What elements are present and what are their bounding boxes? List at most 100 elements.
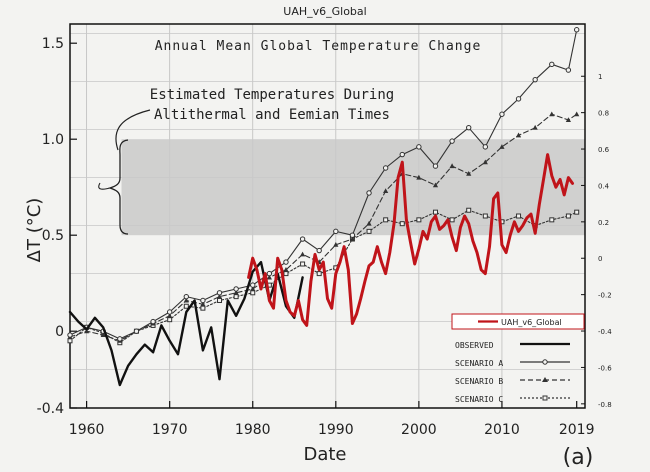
- axes: -0.4 0 0.5 1.0 1.5 1960 1970 1980 1990 2000 2010 20…: [37, 36, 613, 438]
- scenario-c-point: [300, 261, 306, 267]
- series-line-scenario-b: [69, 113, 578, 342]
- scenario-b-point: [466, 170, 472, 176]
- scenario-b-point: [383, 188, 389, 194]
- scenario-c-point: [366, 228, 372, 234]
- scenario-c-point: [316, 271, 322, 277]
- x-tick-label: 1980: [235, 422, 271, 438]
- scenario-b-point: [532, 124, 538, 130]
- scenario-b-point: [266, 274, 272, 280]
- scenario-c-point: [449, 217, 455, 223]
- scenario-b-point: [549, 111, 555, 117]
- plot-frame: [69, 23, 586, 409]
- x-axis-label: Date: [303, 444, 346, 465]
- scenario-b-point: [333, 242, 339, 247]
- y-tick-label: 0: [55, 324, 64, 340]
- panel-label: (a): [563, 445, 594, 470]
- scenario-a-point: [449, 138, 455, 144]
- scenario-a-point: [316, 247, 322, 254]
- right-tick-label: 0.8: [598, 110, 609, 118]
- scenario-c-point: [416, 217, 422, 223]
- scenario-b-point: [183, 297, 189, 303]
- scenario-a-point: [150, 318, 156, 325]
- scenario-a-point: [482, 144, 489, 150]
- series-layer: [67, 27, 580, 387]
- scenario-b-point: [449, 163, 455, 169]
- legend-uah: UAH_v6_Global: [451, 313, 585, 330]
- legend-uah-box: [451, 313, 585, 330]
- scenario-b-point: [366, 220, 372, 226]
- scenario-c-point: [549, 217, 555, 223]
- scenario-a-point: [216, 290, 223, 296]
- scenario-a-point: [549, 61, 555, 68]
- legend-scenario-a-label: SCENARIO A: [455, 359, 503, 368]
- scenario-a-point: [266, 270, 273, 277]
- scenario-a-point: [183, 293, 189, 300]
- scenario-c-point: [383, 217, 389, 223]
- scenario-b-point: [100, 332, 106, 338]
- scenario-b-point: [283, 266, 289, 272]
- x-tick-label: 1960: [69, 422, 105, 438]
- scenario-a-point: [349, 232, 356, 238]
- scenario-c-point: [183, 303, 189, 309]
- scenario-b-point: [216, 293, 223, 299]
- scenario-c-point: [516, 213, 522, 219]
- annotation-line-2: Altithermal and Eemian Times: [154, 107, 390, 123]
- scenario-a-point: [283, 259, 289, 265]
- scenario-c-point: [574, 209, 580, 215]
- right-tick-label: 0.4: [598, 182, 610, 190]
- scenario-c-point: [565, 213, 571, 219]
- scenario-b-point: [167, 313, 173, 318]
- scenario-a-point: [499, 111, 505, 117]
- legend-scenario-a-marker: [542, 359, 548, 365]
- y-tick-label: 0.5: [42, 228, 64, 244]
- scenario-a-point: [515, 96, 522, 102]
- scenario-a-point: [416, 144, 422, 150]
- scenario-b-point: [482, 159, 488, 165]
- scenario-b-point: [432, 182, 439, 188]
- right-tick-label: 1: [598, 73, 602, 81]
- scenario-c-point: [67, 338, 73, 344]
- scenario-b-point: [84, 328, 90, 334]
- scenario-a-point: [399, 151, 405, 158]
- x-tick-label: 1970: [152, 422, 188, 438]
- scenario-a-point: [117, 336, 123, 342]
- scenario-a-point: [200, 297, 206, 304]
- scenario-c-point: [250, 290, 256, 296]
- y-axis-label: ΔT (°C): [24, 198, 45, 263]
- legend-scenario-b-marker: [542, 377, 548, 382]
- scenario-a-point: [532, 76, 538, 83]
- y-tick-label: -0.4: [37, 401, 64, 417]
- legend-scenario-c-marker: [542, 395, 548, 401]
- right-tick-label: -0.8: [598, 401, 612, 409]
- y-tick-label: 1.0: [42, 132, 64, 148]
- legend: OBSERVED SCENARIO A SCENARIO B SCENARIO …: [455, 341, 570, 404]
- scenario-a-point: [333, 228, 339, 235]
- scenario-a-point: [133, 328, 140, 334]
- legend-uah-label: UAH_v6_Global: [501, 318, 562, 327]
- scenario-c-point: [200, 305, 206, 311]
- right-tick-label: 0.6: [598, 146, 610, 154]
- scenario-b-point: [200, 301, 206, 307]
- scenario-c-point: [283, 271, 289, 277]
- x-tick-label: 2010: [484, 422, 520, 438]
- scenario-a-point: [466, 124, 472, 131]
- x-tick-label: 2000: [401, 422, 437, 438]
- series-line-scenario-a: [69, 29, 578, 340]
- brace-arrow-icon: [98, 182, 111, 190]
- scenario-a-point: [565, 67, 572, 73]
- y-tick-label: 1.5: [42, 36, 64, 52]
- annotation-arrow: [115, 109, 151, 151]
- scenario-c-point: [466, 207, 472, 213]
- scenario-b-point: [515, 132, 522, 138]
- scenario-c-point: [399, 221, 405, 227]
- annotation-line-1: Estimated Temperatures During: [150, 87, 394, 103]
- scenario-b-point: [349, 236, 356, 242]
- scenario-c-point: [167, 317, 173, 323]
- scenario-c-point: [217, 297, 223, 303]
- scenario-a-point: [67, 332, 73, 338]
- x-tick-label: 1990: [318, 422, 354, 438]
- scenario-b-point: [299, 251, 306, 257]
- scenario-a-point: [382, 165, 389, 171]
- scenario-a-point: [366, 190, 372, 196]
